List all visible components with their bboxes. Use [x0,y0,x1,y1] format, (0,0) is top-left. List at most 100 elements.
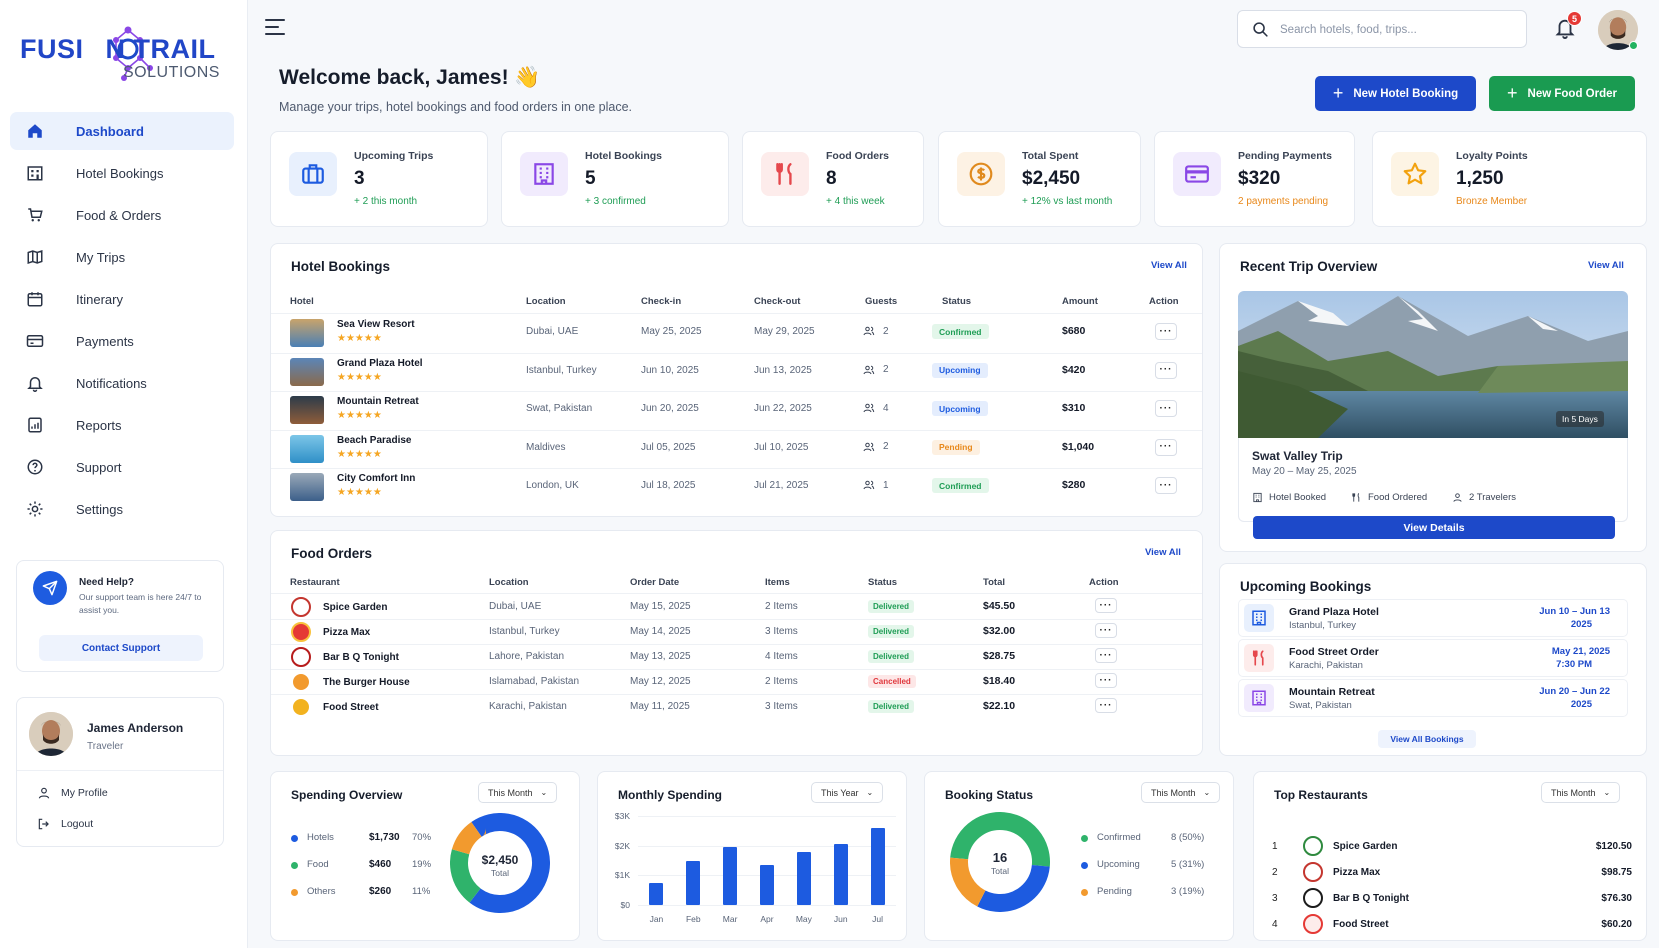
order-date: May 13, 2025 [630,651,691,662]
stat-sub: + 4 this week [826,196,885,207]
recent-trip-view-all[interactable]: View All [1588,260,1624,271]
sidebar-item-settings[interactable]: Settings [10,490,234,528]
restaurant-name[interactable]: Pizza Max [1333,867,1381,878]
row-actions-button[interactable]: ··· [1155,361,1177,379]
sidebar-item-notifications[interactable]: Notifications [10,364,234,402]
stat-card-total-spent[interactable]: Total Spent $2,450 + 12% vs last month [938,131,1141,227]
monthly-period-select[interactable]: This Year ⌄ [811,782,884,803]
donut-slice-upcoming[interactable] [950,812,1050,912]
stat-card-upcoming-trips[interactable]: Upcoming Trips 3 + 2 this month [270,131,488,227]
rank-number: 4 [1272,919,1278,930]
bar-jul[interactable] [870,827,885,905]
bar-feb[interactable] [686,860,701,905]
stat-card-hotel-bookings[interactable]: Hotel Bookings 5 + 3 confirmed [501,131,729,227]
donut-slice-pending[interactable] [950,812,1050,912]
restaurant-name[interactable]: Bar B Q Tonight [323,652,399,663]
column-header: Restaurant [290,577,340,588]
donut-slice-food[interactable] [450,813,550,913]
stat-card-pending-payments[interactable]: Pending Payments $320 2 payments pending [1154,131,1355,227]
monthly-spending-card: Monthly Spending This Year ⌄ $3K $2K $1K $0 J… [597,771,907,941]
restaurant-name[interactable]: Food Street [1333,919,1389,930]
sidebar-item-my-trips[interactable]: My Trips [10,238,234,276]
hotel-thumbnail [290,434,324,463]
spending-period-select[interactable]: This Month ⌄ [478,782,558,803]
my-profile-link[interactable]: My Profile [37,786,108,800]
hotel-name[interactable]: Grand Plaza Hotel [337,357,423,369]
view-trip-details-button[interactable]: View Details [1253,516,1615,539]
row-actions-button[interactable]: ··· [1095,673,1117,688]
sidebar-item-dashboard[interactable]: Dashboard [10,112,234,150]
new-food-order-button[interactable]: + New Food Order [1489,76,1635,111]
bar-mar[interactable] [723,847,738,905]
card-icon [26,332,60,350]
hotel-name[interactable]: City Comfort Inn [337,473,416,484]
sidebar-item-label: Reports [76,417,122,433]
row-actions-button[interactable]: ··· [1095,698,1117,713]
logout-link[interactable]: Logout [37,817,93,831]
sidebar-item-reports[interactable]: Reports [10,406,234,444]
booking-list-item[interactable] [1238,639,1628,677]
status-badge: Upcoming [932,401,988,416]
stat-card-loyalty-points[interactable]: Loyalty Points 1,250 Bronze Member [1372,131,1647,227]
sidebar-item-support[interactable]: Support [10,448,234,486]
bar-apr[interactable] [760,864,774,905]
restaurant-logo [1303,888,1323,908]
restaurant-logo [291,697,311,717]
row-actions-button[interactable]: ··· [1095,648,1117,663]
restaurant-name[interactable]: Bar B Q Tonight [1333,893,1409,904]
sidebar-item-hotel-bookings[interactable]: Hotel Bookings [10,154,234,192]
restaurants-period-select[interactable]: This Month ⌄ [1541,782,1621,803]
restaurant-name[interactable]: Food Street [323,702,379,713]
row-actions-button[interactable]: ··· [1155,477,1177,494]
booking-date: Jun 20 – Jun 22 [1539,686,1610,697]
sidebar-item-food-orders[interactable]: Food & Orders [10,196,234,234]
spending-overview-card: Spending Overview This Month ⌄ Hotels $1,7… [270,771,580,941]
chevron-down-icon: ⌄ [866,788,874,797]
donut-slice-others[interactable] [450,813,550,913]
divider [17,770,223,771]
order-total: $18.40 [983,675,1016,687]
column-header: Check-in [641,296,682,307]
hotel-bookings-view-all[interactable]: View All [1151,260,1187,271]
new-hotel-booking-button[interactable]: + New Hotel Booking [1315,76,1476,111]
sidebar-item-itinerary[interactable]: Itinerary [10,280,234,318]
restaurant-name[interactable]: The Burger House [323,677,410,688]
food-orders-title: Food Orders [291,546,373,561]
stat-card-food-orders[interactable]: Food Orders 8 + 4 this week [742,131,924,227]
status-text: Confirmed [939,326,982,337]
check-out-date: May 29, 2025 [754,326,815,337]
contact-support-button[interactable]: Contact Support [39,635,203,661]
row-actions-button[interactable]: ··· [1095,598,1117,613]
restaurant-amount: $98.75 [1601,867,1632,878]
row-actions-button[interactable]: ··· [1155,400,1177,417]
row-actions-button[interactable]: ··· [1095,623,1117,638]
view-all-bookings-button[interactable]: View All Bookings [1378,730,1476,748]
my-profile-label: My Profile [61,787,108,799]
sidebar-item-label: Hotel Bookings [76,165,164,181]
y-tick-label: $0 [620,900,630,910]
row-actions-button[interactable]: ··· [1155,438,1177,456]
booking-date: May 21, 2025 [1551,646,1610,657]
hotel-thumbnail [290,357,324,386]
booking-list-item[interactable] [1238,679,1628,717]
food-orders-view-all[interactable]: View All [1145,547,1181,558]
row-actions-button[interactable]: ··· [1155,323,1177,340]
status-period-select[interactable]: This Month ⌄ [1141,782,1221,803]
sidebar-item-payments[interactable]: Payments [10,322,234,360]
search-input[interactable] [1280,20,1510,40]
hotel-name[interactable]: Beach Paradise [337,434,412,446]
restaurant-name[interactable]: Spice Garden [1333,841,1398,852]
bar-jan[interactable] [649,882,664,905]
menu-toggle-icon[interactable] [265,19,285,35]
hotel-name[interactable]: Mountain Retreat [337,396,419,407]
bar-jun[interactable] [833,844,848,905]
stat-label: Total Spent [1022,150,1079,162]
bar-may[interactable] [796,851,811,905]
booking-list-item[interactable] [1238,599,1628,637]
restaurant-name[interactable]: Spice Garden [323,602,388,613]
hotel-name[interactable]: Sea View Resort [337,319,415,330]
user-avatar[interactable] [29,712,73,756]
brand-logo[interactable]: FUSI N TRAIL SOLUTIONS [20,20,230,88]
monthly-period-value: This Year [821,787,859,798]
restaurant-name[interactable]: Pizza Max [323,627,371,638]
